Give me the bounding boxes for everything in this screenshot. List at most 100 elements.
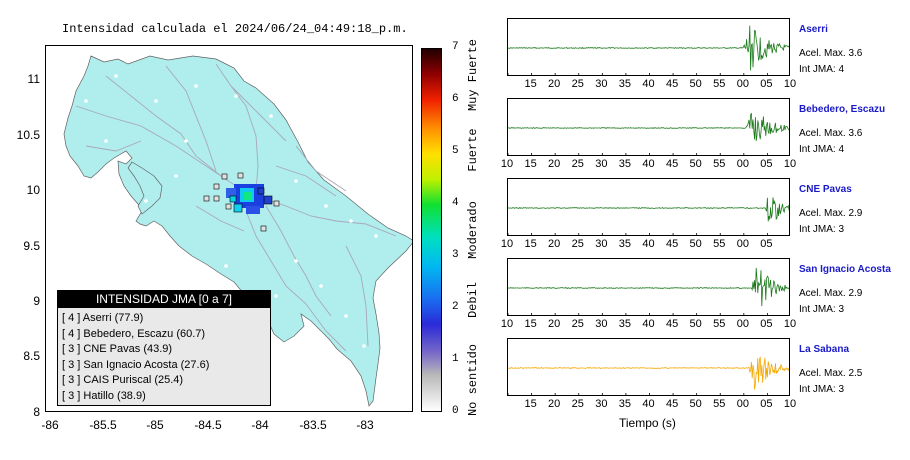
intensity-patch — [203, 172, 280, 232]
legend-item: [ 4 ] Aserri (77.9) — [62, 312, 143, 324]
map-x-tick-label: -85.5 — [89, 418, 117, 432]
legend-item: [ 3 ] San Ignacio Acosta (27.6) — [62, 359, 209, 371]
waveform-tick-label: 05 — [760, 238, 773, 250]
waveform-tick-label: 35 — [618, 78, 632, 90]
waveform-tick-label: 45 — [665, 398, 679, 410]
waveform-tick-label: 15 — [524, 238, 537, 250]
station-name: Bebedero, Escazu — [799, 104, 886, 115]
waveform-tick-label: 00 — [736, 158, 749, 170]
time-axis-label: Tiempo (s) — [619, 416, 676, 430]
nicoya-peninsula — [127, 161, 163, 215]
waveform-tick-label: 35 — [618, 318, 632, 330]
intensity-legend: INTENSIDAD JMA [0 a 7] [ 4 ] Aserri (77.… — [57, 290, 271, 406]
waveform-trace — [508, 356, 789, 390]
colorbar-category-label: Muy Fuerte — [466, 39, 480, 112]
waveform-tick-label: 40 — [642, 238, 655, 250]
legend-item-level: [ 3 ] — [62, 358, 81, 371]
legend-item-text: Aserri (77.9) — [82, 312, 144, 324]
map-y-tick-label: 11 — [27, 72, 40, 86]
waveform-tick-label: 30 — [595, 238, 608, 250]
station-jma-intensity: Int JMA: 4 — [799, 64, 845, 75]
waveform-tick-label: 00 — [736, 238, 749, 250]
colorbar-category-label: No sentido — [466, 344, 480, 417]
waveform-tick-label: 30 — [595, 398, 608, 410]
waveform-tick-label: 20 — [548, 398, 561, 410]
colorbar-tick-label: 5 — [452, 145, 459, 157]
legend-item-text: CNE Pavas (43.9) — [83, 343, 173, 355]
map-y-tick-label: 10.5 — [16, 128, 40, 142]
legend-item-level: [ 3 ] — [62, 343, 81, 355]
waveform-tick-label: 00 — [736, 78, 749, 90]
waveform-panel — [507, 98, 790, 156]
legend-item-text: Bebedero, Escazu (60.7) — [83, 327, 206, 340]
map-y-tick-label: 9 — [33, 294, 40, 308]
waveform-tick-label: 45 — [665, 318, 679, 330]
colorbar-tick-label: 0 — [452, 405, 459, 417]
legend-item-text: Hatillo (38.9) — [83, 389, 146, 402]
waveform-tick-label: 35 — [618, 158, 632, 170]
waveform-tick-label: 25 — [571, 318, 584, 330]
waveform-tick-label: 30 — [595, 158, 608, 170]
station-jma-intensity: Int JMA: 3 — [799, 224, 845, 235]
waveform-tick-label: 50 — [689, 238, 702, 250]
waveform-canvas — [508, 197, 789, 235]
legend-item-level: [ 4 ] — [62, 327, 81, 340]
legend-item-level: [ 4 ] — [62, 312, 81, 324]
legend-item: [ 4 ] Bebedero, Escazu (60.7) — [62, 328, 205, 340]
waveform-tick-label: 05 — [760, 158, 773, 170]
waveform-tick-label: 45 — [665, 158, 679, 170]
waveform-tick-label: 45 — [665, 78, 679, 90]
colorbar-tick-label: 7 — [452, 41, 459, 53]
map-y-tick-label: 8 — [33, 405, 40, 419]
legend-item-text: San Ignacio Acosta (27.6) — [83, 358, 210, 371]
waveform-tick-label: 20 — [548, 78, 561, 90]
waveform-canvas — [508, 356, 789, 395]
station-max-acceleration: Acel. Max. 2.9 — [799, 208, 863, 219]
waveform-panel — [507, 18, 790, 76]
map-x-tick-label: -84 — [251, 418, 269, 432]
waveform-tick-label: 40 — [642, 318, 655, 330]
waveform-trace — [508, 267, 789, 307]
map-x-tick-label: -86 — [41, 418, 59, 432]
station-max-acceleration: Acel. Max. 3.6 — [799, 48, 863, 59]
station-jma-intensity: Int JMA: 3 — [799, 384, 845, 395]
station-jma-intensity: Int JMA: 4 — [799, 144, 845, 155]
waveform-tick-label: 35 — [618, 398, 632, 410]
waveform-tick-label: 55 — [713, 78, 726, 90]
waveform-tick-label: 20 — [548, 238, 561, 250]
waveform-tick-label: 15 — [524, 318, 537, 330]
costa-rica-land — [63, 55, 412, 407]
waveform-tick-label: 35 — [618, 238, 632, 250]
station-name: La Sabana — [799, 344, 850, 355]
station-points — [84, 74, 378, 348]
map-x-tick-label: -84.5 — [194, 418, 222, 432]
legend-item: [ 3 ] CNE Pavas (43.9) — [62, 343, 172, 355]
intensity-colorbar — [421, 48, 442, 412]
waveform-tick-label: 10 — [500, 238, 514, 250]
waveform-tick-label: 10 — [500, 318, 514, 330]
waveform-canvas — [508, 113, 789, 155]
waveform-tick-label: 55 — [713, 158, 726, 170]
map-y-tick-label: 10 — [26, 183, 40, 197]
waveform-tick-label: 05 — [760, 78, 773, 90]
station-max-acceleration: Acel. Max. 2.5 — [799, 368, 863, 379]
waveform-tick-label: 55 — [713, 318, 726, 330]
map-x-tick-label: -83.5 — [299, 418, 327, 432]
waveform-canvas — [508, 25, 789, 75]
waveform-tick-label: 05 — [760, 318, 773, 330]
waveform-tick-label: 40 — [642, 78, 655, 90]
waveform-tick-label: 30 — [595, 318, 608, 330]
waveform-tick-label: 15 — [524, 78, 537, 90]
waveform-trace — [508, 197, 789, 222]
waveform-trace — [508, 25, 789, 71]
waveform-tick-label: 50 — [689, 318, 702, 330]
station-name: San Ignacio Acosta — [799, 264, 891, 275]
waveform-tick-label: 55 — [713, 398, 726, 410]
colorbar-tick-label: 3 — [452, 249, 459, 261]
waveform-tick-label: 10 — [783, 78, 797, 90]
waveform-tick-label: 00 — [736, 318, 749, 330]
legend-item-level: [ 3 ] — [62, 389, 81, 402]
waveform-tick-label: 50 — [689, 398, 702, 410]
waveform-panel — [507, 178, 790, 236]
waveform-tick-label: 10 — [783, 398, 797, 410]
